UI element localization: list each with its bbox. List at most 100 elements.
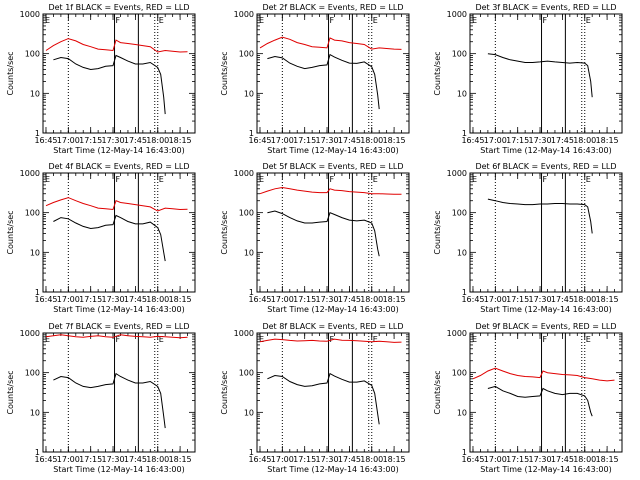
black-events-series-line — [487, 385, 593, 417]
marker-label: F — [543, 16, 548, 25]
y-tick-label: 1 — [35, 448, 40, 457]
y-tick-label: 1 — [462, 129, 467, 138]
x-tick-label: 17:15 — [79, 455, 102, 464]
x-tick-label: 18:15 — [169, 136, 192, 145]
black-events-series-line — [267, 210, 380, 257]
black-events-series-line — [487, 198, 593, 234]
x-tick-label: 17:15 — [506, 455, 529, 464]
y-tick-label: 10 — [30, 248, 40, 257]
chart-title: Det 6f BLACK = Events, RED = LLD — [475, 162, 616, 171]
x-axis-label: Start Time (12-May-14 16:43:00) — [267, 465, 398, 474]
x-tick-label: 16:45 — [461, 455, 484, 464]
x-tick-label: 17:30 — [102, 455, 125, 464]
x-tick-label: 17:30 — [529, 455, 552, 464]
y-tick-label: 1000 — [234, 10, 254, 19]
red-lld-series-line — [472, 367, 615, 382]
y-tick-label: 100 — [239, 50, 254, 59]
x-tick-label: 18:15 — [596, 295, 619, 304]
x-tick-label: 17:30 — [102, 295, 125, 304]
marker-label: E — [45, 175, 50, 184]
chart-panel: Det 4f BLACK = Events, RED = LLD 1 10 100 10… — [6, 162, 196, 314]
y-tick-label: 100 — [452, 369, 467, 378]
x-tick-label: 17:15 — [79, 295, 102, 304]
black-events-series-line — [53, 372, 166, 429]
chart-title: Det 2f BLACK = Events, RED = LLD — [262, 3, 403, 12]
marker-label: E — [472, 16, 477, 25]
y-tick-label: 1000 — [20, 10, 40, 19]
marker-label: E — [159, 175, 164, 184]
red-lld-series-line — [45, 38, 188, 53]
x-tick-label: 17:30 — [316, 136, 339, 145]
x-axis-label: Start Time (12-May-14 16:43:00) — [480, 305, 611, 314]
chart-panel: Det 2f BLACK = Events, RED = LLD 1 10 100 10… — [220, 3, 410, 155]
x-tick-label: 17:00 — [271, 295, 294, 304]
x-tick-label: 17:00 — [484, 295, 507, 304]
y-tick-label: 100 — [452, 209, 467, 218]
x-tick-label: 17:30 — [102, 136, 125, 145]
x-tick-label: 18:00 — [146, 136, 169, 145]
plot-frame — [42, 172, 196, 293]
y-tick-label: 10 — [244, 89, 254, 98]
x-tick-label: 18:00 — [146, 455, 169, 464]
y-tick-label: 100 — [25, 209, 40, 218]
y-tick-label: 1000 — [447, 169, 467, 178]
x-tick-label: 18:15 — [383, 455, 406, 464]
black-events-series-line — [53, 214, 166, 262]
chart-title: Det 3f BLACK = Events, RED = LLD — [475, 3, 616, 12]
chart-title: Det 7f BLACK = Events, RED = LLD — [48, 322, 189, 331]
x-tick-label: 17:00 — [484, 136, 507, 145]
chart-panel: Det 1f BLACK = Events, RED = LLD 1 10 100 10… — [6, 3, 196, 155]
marker-label: E — [259, 175, 264, 184]
x-tick-label: 16:45 — [34, 455, 57, 464]
chart-title: Det 9f BLACK = Events, RED = LLD — [475, 322, 616, 331]
red-lld-series-line — [45, 334, 188, 339]
x-tick-label: 17:45 — [551, 455, 574, 464]
x-tick-label: 17:45 — [338, 295, 361, 304]
x-tick-label: 17:45 — [124, 295, 147, 304]
y-axis-label: Counts/sec — [6, 51, 15, 95]
y-tick-label: 100 — [452, 50, 467, 59]
x-axis-label: Start Time (12-May-14 16:43:00) — [267, 146, 398, 155]
series-group — [259, 36, 402, 110]
y-tick-label: 1000 — [20, 329, 40, 338]
series-group — [472, 367, 615, 417]
x-tick-label: 17:00 — [57, 295, 80, 304]
red-lld-series-line — [259, 338, 402, 343]
x-axis-label: Start Time (12-May-14 16:43:00) — [53, 305, 184, 314]
y-tick-label: 1 — [35, 129, 40, 138]
y-tick-label: 1000 — [20, 169, 40, 178]
x-tick-label: 17:15 — [506, 136, 529, 145]
y-tick-label: 100 — [25, 369, 40, 378]
y-tick-label: 10 — [30, 408, 40, 417]
y-tick-label: 10 — [244, 248, 254, 257]
x-tick-label: 16:45 — [248, 295, 271, 304]
y-axis-label: Counts/sec — [433, 210, 442, 254]
x-tick-label: 16:45 — [248, 136, 271, 145]
x-tick-label: 17:30 — [316, 455, 339, 464]
x-tick-label: 18:00 — [360, 295, 383, 304]
x-tick-label: 18:00 — [573, 295, 596, 304]
red-lld-series-line — [259, 186, 402, 195]
marker-label: E — [45, 335, 50, 344]
marker-label: F — [543, 335, 548, 344]
y-tick-label: 1000 — [447, 10, 467, 19]
marker-label: E — [45, 16, 50, 25]
chart-panel: Det 6f BLACK = Events, RED = LLD 1 10 100 10… — [433, 162, 623, 314]
x-tick-label: 16:45 — [34, 295, 57, 304]
marker-label: F — [116, 175, 121, 184]
marker-label: E — [472, 335, 477, 344]
y-axis-label: Counts/sec — [6, 210, 15, 254]
marker-label: E — [586, 335, 591, 344]
marker-label: E — [373, 16, 378, 25]
marker-label: E — [259, 335, 264, 344]
plot-frame — [469, 332, 623, 453]
series-group — [45, 334, 188, 429]
plot-frame — [469, 172, 623, 293]
x-axis-label: Start Time (12-May-14 16:43:00) — [53, 146, 184, 155]
y-axis-label: Counts/sec — [220, 51, 229, 95]
x-tick-label: 18:15 — [169, 455, 192, 464]
x-tick-label: 16:45 — [34, 136, 57, 145]
x-tick-label: 17:30 — [316, 295, 339, 304]
x-tick-label: 17:15 — [79, 136, 102, 145]
